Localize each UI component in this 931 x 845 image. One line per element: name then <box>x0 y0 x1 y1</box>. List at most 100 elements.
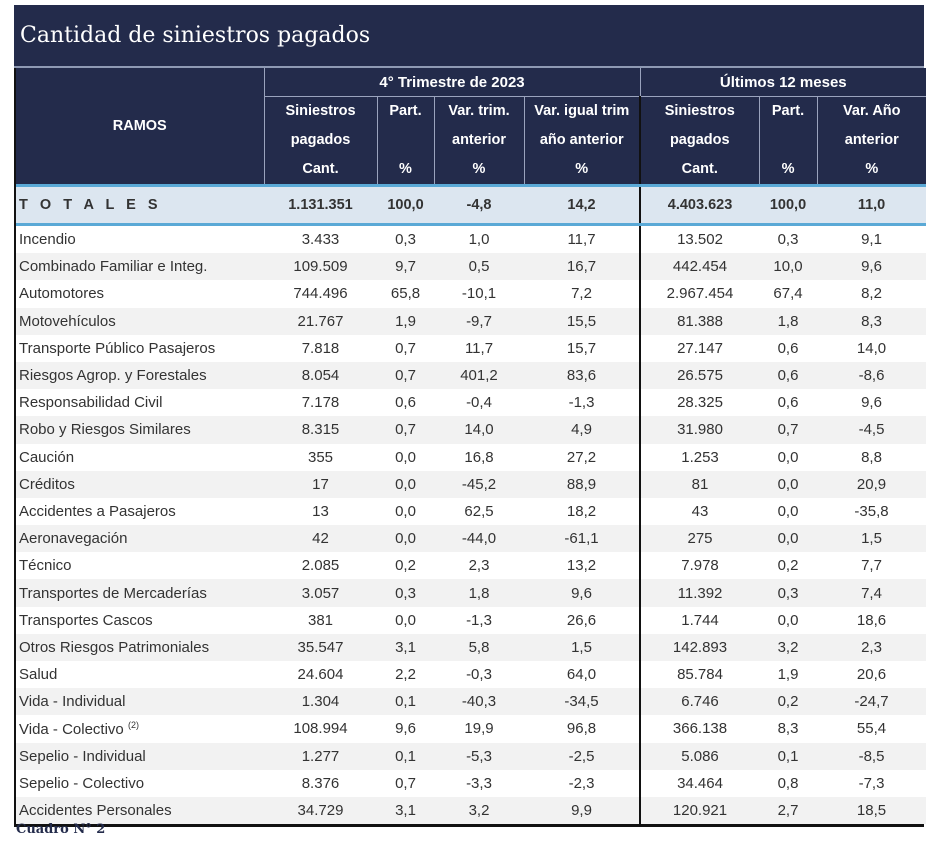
cell-value: 0,2 <box>777 693 799 711</box>
table-cell: 5.086 <box>639 742 760 770</box>
cell-value: 1,8 <box>468 584 490 602</box>
cell-value: 3,1 <box>395 802 416 820</box>
table-cell: 1,5 <box>817 525 927 553</box>
cell-value: 1.744 <box>681 611 719 629</box>
table-cell: -0,4 <box>434 389 524 417</box>
cell-value: 1,9 <box>395 312 416 330</box>
cell-value: 5.086 <box>681 747 719 765</box>
table-cell: 0,7 <box>377 769 434 797</box>
cell-value: 5,8 <box>468 638 490 656</box>
row-label: Vida - Individual <box>16 688 264 716</box>
cell-value: 0,7 <box>395 339 416 357</box>
table-cell: 2,2 <box>377 661 434 689</box>
table-cell: -8,6 <box>817 361 927 390</box>
table-cell: 0,0 <box>759 470 818 498</box>
header-sub-row: Siniestros pagados Cant. Part.% Var. trim. an… <box>16 96 927 186</box>
table-cell: 55,4 <box>817 715 927 743</box>
table-row: Transportes Cascos 381 0,0 -1,3 26,6 1.744 0,0… <box>16 606 927 634</box>
cell-value: 7.818 <box>301 339 340 357</box>
cell-value: 0,0 <box>777 611 799 629</box>
table-cell: 15,7 <box>524 334 641 362</box>
cell-value: 0,1 <box>395 693 416 711</box>
totals-cell: 11,0 <box>817 184 927 226</box>
cell-value: 0,0 <box>777 502 799 520</box>
table-cell: 1,0 <box>434 224 524 254</box>
table-cell: 88,9 <box>524 470 641 498</box>
row-label: Caución <box>16 443 264 471</box>
table-cell: 355 <box>264 443 377 471</box>
table-cell: 5,8 <box>434 633 524 661</box>
cell-value: 7,2 <box>571 285 592 303</box>
cell-value: 83,6 <box>566 367 597 385</box>
row-label-text: Aeronavegación <box>19 530 128 548</box>
cell-value: 1.304 <box>301 693 340 711</box>
table-cell: 18,2 <box>524 497 641 526</box>
table-cell: 14,0 <box>434 416 524 444</box>
cell-value: 1,8 <box>777 312 799 330</box>
row-label: Combinado Familiar e Integ. <box>16 253 264 281</box>
table-cell: 3,1 <box>377 796 434 825</box>
table-cell: 381 <box>264 606 377 634</box>
table-cell: 0,5 <box>434 253 524 281</box>
cell-value: 62,5 <box>464 502 494 520</box>
cell-value: 15,7 <box>566 339 597 357</box>
table-cell: 2,7 <box>759 796 818 825</box>
column-header-line: Var. Año <box>843 103 901 119</box>
cell-value: 88,9 <box>566 475 597 493</box>
table-cell: 20,6 <box>817 661 927 689</box>
table-cell: 9,1 <box>817 224 927 254</box>
table-cell: 401,2 <box>434 361 524 390</box>
cell-value: 0,3 <box>395 231 416 249</box>
table-cell: 8.376 <box>264 769 377 797</box>
column-header: Part.% <box>758 96 818 186</box>
cell-value: 108.994 <box>293 720 348 738</box>
column-header: Var. trim. anterior% <box>433 96 524 186</box>
table-cell: 26.575 <box>639 361 760 390</box>
table-cell: 21.767 <box>264 307 377 335</box>
cell-value: 0,6 <box>777 339 799 357</box>
table-cell: 83,6 <box>524 361 641 390</box>
column-header-line: % <box>399 161 412 177</box>
table-cell: 1,5 <box>524 633 641 661</box>
table-cell: 7,4 <box>817 579 927 607</box>
cell-value: 6.746 <box>681 693 719 711</box>
table-row: Transportes de Mercaderías 3.057 0,3 1,8 9,6… <box>16 579 927 607</box>
table-cell: 0,2 <box>759 688 818 716</box>
table-cell: 0,0 <box>377 525 434 553</box>
cell-value: 14,0 <box>856 339 887 357</box>
cell-value: 0,7 <box>395 367 416 385</box>
table-cell: -24,7 <box>817 688 927 716</box>
cell-value: 9,6 <box>571 584 592 602</box>
table-cell: 16,7 <box>524 253 641 281</box>
caption: Cuadro N° 2 <box>16 822 106 837</box>
cell-value: 8,3 <box>777 720 799 738</box>
cell-value: 0,0 <box>395 475 416 493</box>
table-cell: 0,6 <box>759 389 818 417</box>
table-cell: 120.921 <box>639 796 760 825</box>
table-cell: -4,5 <box>817 416 927 444</box>
table-cell: 366.138 <box>639 715 760 743</box>
table-cell: 43 <box>639 497 760 526</box>
table-cell: 8,2 <box>817 280 927 308</box>
table-row: Otros Riesgos Patrimoniales 35.547 3,1 5,8 1… <box>16 633 927 661</box>
cell-value: 2,2 <box>395 666 416 684</box>
cell-value: 1.277 <box>301 747 340 765</box>
row-label: Incendio <box>16 224 264 254</box>
cell-value: 0,1 <box>395 747 416 765</box>
table-row: Sepelio - Individual 1.277 0,1 -5,3 -2,5 5.08… <box>16 742 927 770</box>
column-header-line: % <box>472 161 486 177</box>
cell-value: -40,3 <box>461 693 497 711</box>
table-cell: 0,7 <box>377 361 434 390</box>
row-label: Responsabilidad Civil <box>16 389 264 417</box>
cell-value: 35.547 <box>297 638 344 656</box>
column-header-line: anterior <box>452 132 506 148</box>
table-cell: -8,5 <box>817 742 927 770</box>
table-cell: 3,2 <box>759 633 818 661</box>
table-cell: 18,5 <box>817 796 927 825</box>
table-row: Aeronavegación 42 0,0 -44,0 -61,1 275 0,0 1,5 <box>16 525 927 553</box>
cell-value: 34.729 <box>297 802 344 820</box>
table-cell: 13,2 <box>524 552 641 580</box>
table-cell: -34,5 <box>524 688 641 716</box>
cell-value: 0,6 <box>777 394 799 412</box>
table-cell: 81.388 <box>639 307 760 335</box>
